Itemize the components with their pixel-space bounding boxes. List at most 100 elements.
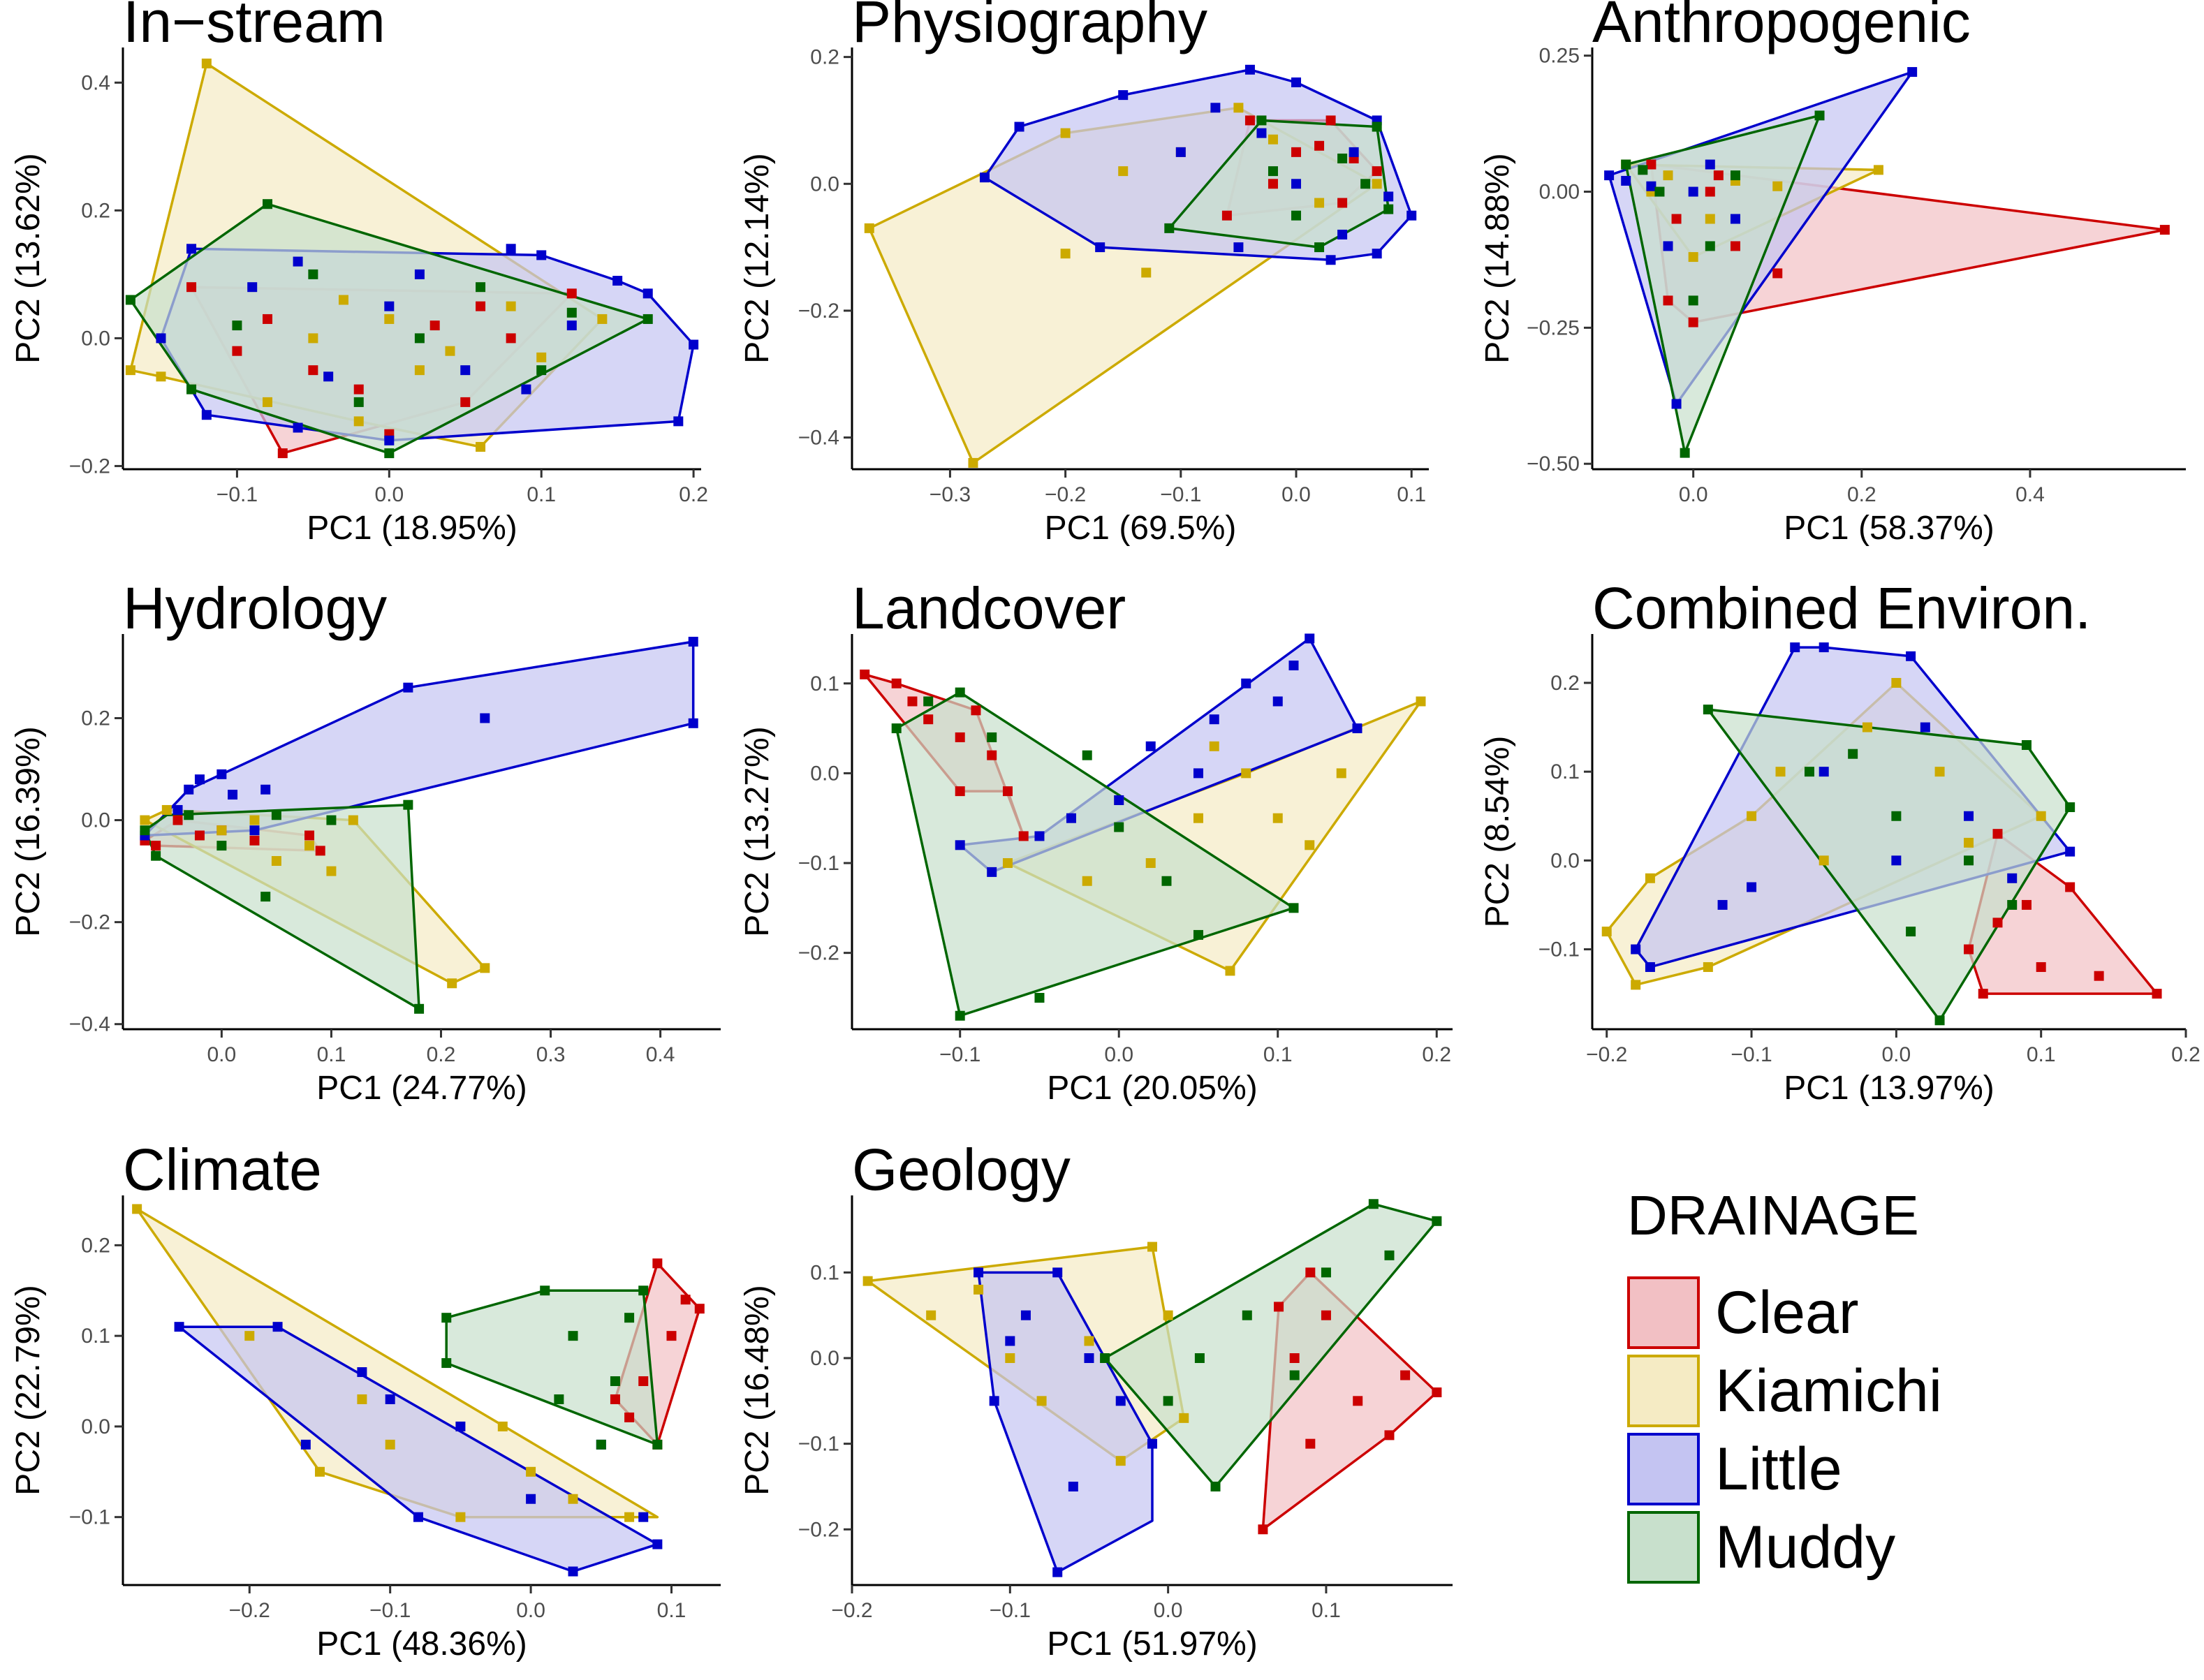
point-little	[384, 435, 395, 445]
legend-item-muddy: Muddy	[1627, 1511, 1895, 1584]
point-clear	[1384, 1430, 1395, 1440]
point-little	[2007, 873, 2018, 883]
point-kiamichi	[1036, 1396, 1047, 1406]
point-kiamichi	[357, 1394, 367, 1404]
point-muddy	[1383, 204, 1394, 214]
point-little	[1790, 642, 1800, 653]
point-little	[384, 301, 395, 311]
x-tick-label: 0.1	[1312, 1599, 1341, 1622]
point-muddy	[1368, 1199, 1379, 1209]
point-little	[414, 269, 425, 279]
point-clear	[1671, 214, 1682, 224]
panel-climate: Climate −0.2 −0.1 0.0 0.1 −0.1 0.0 0.1 0.2 PC1 (4…	[10, 1137, 721, 1663]
point-muddy	[232, 320, 242, 331]
point-muddy	[1804, 767, 1814, 777]
point-kiamichi	[385, 1439, 395, 1450]
point-clear	[923, 714, 934, 725]
y-tick-label: 0.1	[81, 1325, 110, 1348]
point-clear	[186, 282, 197, 293]
point-muddy	[441, 1358, 452, 1369]
point-kiamichi	[1241, 768, 1251, 779]
point-muddy	[263, 199, 272, 209]
point-little	[1233, 242, 1244, 253]
point-kiamichi	[1862, 722, 1872, 732]
point-muddy	[1730, 170, 1740, 181]
point-kiamichi	[2036, 811, 2046, 821]
point-clear	[1772, 268, 1783, 279]
point-muddy	[1654, 186, 1665, 197]
x-tick-label: 0.0	[1281, 483, 1311, 506]
point-clear	[1258, 1524, 1268, 1535]
point-little	[1621, 175, 1631, 186]
x-tick-label: 0.0	[1104, 1043, 1133, 1066]
x-axis-label: PC1 (58.37%)	[1784, 510, 1994, 547]
x-tick-label: −0.1	[216, 483, 258, 506]
point-little	[1005, 1336, 1015, 1346]
panel-title: Hydrology	[123, 575, 387, 641]
point-muddy	[308, 269, 318, 279]
panel-title: Combined Environ.	[1592, 575, 2091, 641]
point-little	[688, 636, 698, 647]
point-muddy	[1906, 927, 1916, 937]
x-axis-label: PC1 (20.05%)	[1047, 1070, 1257, 1107]
point-clear	[1337, 198, 1348, 208]
x-axis-label: PC1 (18.95%)	[307, 510, 517, 547]
hull-muddy	[129, 202, 649, 455]
point-kiamichi	[1082, 876, 1092, 886]
y-tick-label: −0.1	[1538, 938, 1580, 961]
point-muddy	[414, 1003, 425, 1014]
point-kiamichi	[314, 1466, 325, 1477]
point-little	[1730, 214, 1740, 224]
point-muddy	[1384, 1250, 1395, 1260]
y-tick-label: 0.25	[1539, 45, 1580, 68]
x-axis-label: PC1 (69.5%)	[1045, 510, 1237, 547]
point-little	[688, 718, 698, 728]
point-kiamichi	[1772, 181, 1783, 191]
point-muddy	[540, 1285, 550, 1296]
point-little	[1906, 651, 1916, 661]
point-clear	[638, 1376, 649, 1387]
point-little	[1717, 899, 1728, 910]
point-clear	[891, 678, 902, 688]
point-clear	[1221, 210, 1232, 221]
point-clear	[1372, 166, 1382, 177]
point-muddy	[271, 810, 281, 820]
point-clear	[1992, 918, 2003, 928]
point-muddy	[384, 448, 395, 459]
x-tick-label: 0.1	[2027, 1043, 2056, 1066]
point-muddy	[1964, 855, 1974, 866]
point-clear	[955, 786, 965, 797]
point-kiamichi	[1060, 128, 1071, 138]
legend-key-kiamichi	[1627, 1355, 1700, 1427]
legend-label-little: Little	[1715, 1435, 1842, 1503]
point-kiamichi	[249, 815, 260, 825]
point-kiamichi	[263, 397, 272, 407]
point-little	[1034, 831, 1045, 841]
point-little	[1891, 855, 1902, 866]
point-little	[228, 790, 238, 800]
point-kiamichi	[1225, 966, 1235, 976]
x-tick-label: 0.1	[317, 1043, 346, 1066]
point-little	[1288, 661, 1299, 671]
point-muddy	[1193, 929, 1203, 940]
y-axis-label: PC2 (16.39%)	[10, 726, 47, 936]
point-muddy	[1372, 121, 1382, 132]
point-clear	[1314, 140, 1325, 151]
legend-key-little	[1627, 1433, 1700, 1505]
point-kiamichi	[1118, 166, 1129, 177]
point-little	[1193, 768, 1203, 779]
point-kiamichi	[1703, 961, 1713, 972]
point-little	[186, 244, 197, 254]
point-little	[172, 804, 183, 815]
point-clear	[1291, 147, 1302, 157]
point-muddy	[1163, 1396, 1173, 1406]
point-muddy	[140, 825, 150, 836]
point-clear	[680, 1295, 691, 1305]
point-little	[612, 276, 623, 286]
y-tick-label: 0.1	[810, 672, 839, 695]
x-tick-label: 0.2	[427, 1043, 456, 1066]
point-muddy	[1814, 110, 1825, 121]
point-clear	[353, 384, 364, 395]
y-axis-label: PC2 (12.14%)	[739, 153, 776, 363]
